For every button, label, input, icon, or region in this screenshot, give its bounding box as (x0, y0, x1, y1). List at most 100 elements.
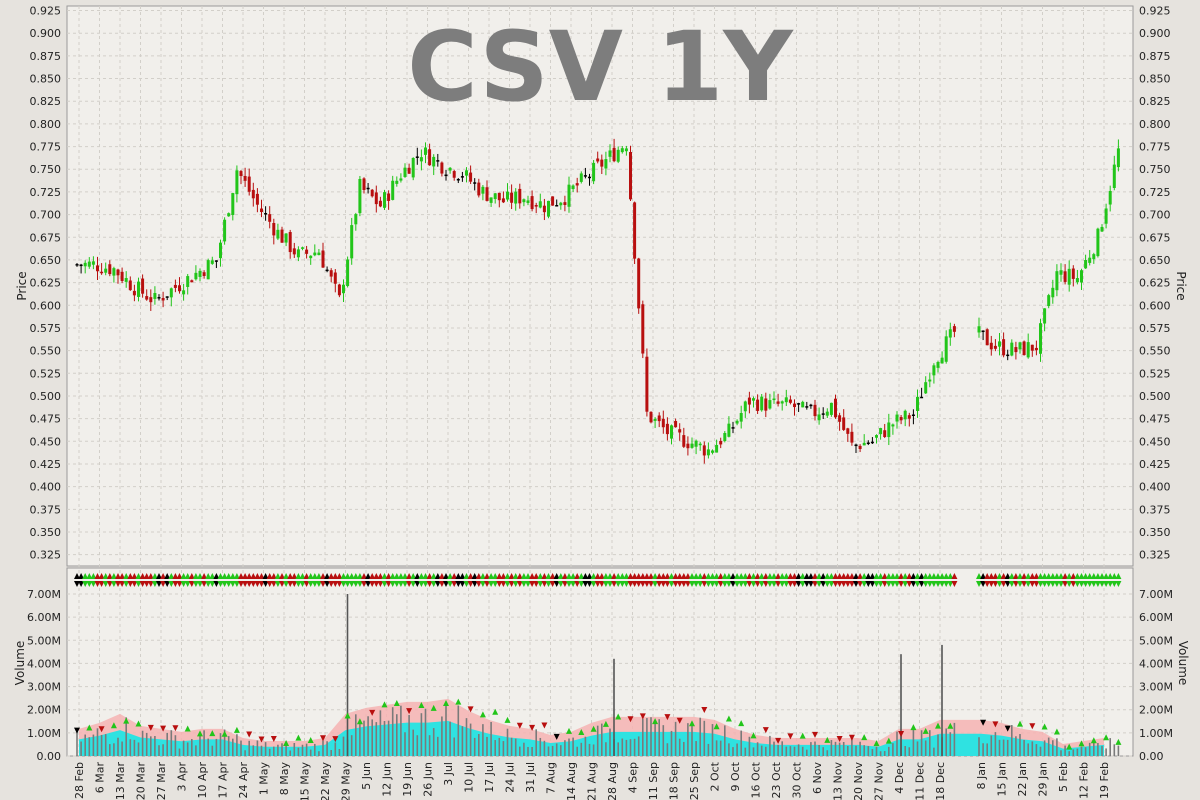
date-tick-label: 4 Sep (627, 762, 640, 793)
signal-up-marker (508, 573, 515, 579)
signal-down-marker (725, 581, 732, 587)
candle-body (629, 151, 632, 200)
volume-down-marker (627, 716, 634, 723)
candle-body (198, 270, 202, 277)
signal-down-marker (787, 581, 794, 587)
candle-body (440, 162, 444, 174)
candle-body (383, 192, 386, 208)
signal-down-marker (303, 581, 310, 587)
candle-body (1043, 308, 1047, 324)
signal-up-marker (1107, 573, 1114, 579)
candle-body (497, 192, 501, 201)
candle-body (403, 167, 407, 177)
signal-down-marker (853, 581, 859, 587)
signal-down-marker (631, 581, 638, 587)
volume-down-marker (812, 731, 818, 738)
volume-up-marker (135, 720, 142, 727)
price-tick-label-left: 0.575 (30, 322, 62, 335)
signal-down-marker (402, 581, 408, 587)
candle-body (555, 205, 559, 207)
volume-down-marker (258, 736, 265, 743)
signal-down-marker (570, 581, 577, 587)
signal-up-marker (1000, 573, 1007, 579)
signal-up-marker (947, 573, 954, 579)
signal-down-marker (1086, 581, 1093, 587)
date-tick-label: 28 Aug (606, 762, 619, 800)
signal-up-marker (734, 573, 741, 579)
candle-body (932, 365, 936, 376)
signal-down-marker (730, 581, 736, 587)
signal-up-marker (976, 573, 982, 579)
candle-body (296, 249, 300, 258)
signal-up-marker (812, 573, 818, 579)
volume-up-marker (590, 725, 597, 732)
candle-body (538, 201, 542, 208)
volume-up-marker (110, 722, 117, 729)
candle-body (522, 199, 526, 203)
signal-up-marker (1070, 573, 1077, 579)
signal-down-marker (242, 581, 249, 587)
signal-down-marker (1103, 581, 1110, 587)
signal-up-marker (795, 573, 802, 579)
signal-down-marker (131, 581, 138, 587)
signal-down-marker (143, 581, 150, 587)
candle-body (321, 250, 325, 268)
signal-up-marker (217, 573, 224, 579)
candle-body (547, 200, 550, 217)
signal-up-marker (643, 573, 650, 579)
signal-down-marker (816, 581, 823, 587)
volume-down-marker (74, 727, 80, 734)
signal-down-marker (1033, 581, 1040, 587)
volume-up-marker (430, 704, 437, 711)
candle-body (149, 297, 153, 303)
price-tick-label-right: 0.800 (1139, 118, 1171, 131)
signal-down-marker (365, 581, 372, 587)
signal-up-marker (1074, 573, 1081, 579)
candle-body (333, 272, 337, 284)
volume-up-marker (1041, 723, 1048, 730)
volume-down-marker (406, 708, 413, 715)
candle-body (784, 397, 788, 403)
signal-up-marker (742, 573, 749, 579)
signal-marker-row (74, 573, 1122, 587)
candle-body (354, 214, 358, 225)
candle-body (948, 329, 952, 338)
signal-up-marker (832, 573, 839, 579)
signal-down-marker (684, 581, 691, 587)
signal-up-marker (529, 573, 536, 579)
signal-up-marker (254, 573, 261, 579)
signal-up-marker (102, 573, 109, 579)
signal-up-marker (90, 573, 97, 579)
signal-up-marker (590, 573, 597, 579)
signal-up-marker (652, 573, 659, 579)
signal-down-marker (619, 581, 626, 587)
candle-body (407, 167, 411, 174)
signal-down-marker (1094, 581, 1101, 587)
price-tick-label-left: 0.375 (30, 503, 62, 516)
candle-body (620, 148, 624, 153)
signal-down-marker (926, 581, 933, 587)
volume-down-marker (1029, 723, 1036, 730)
signal-down-marker (254, 581, 261, 587)
signal-up-marker (824, 573, 831, 579)
signal-down-marker (996, 581, 1003, 587)
signal-down-marker (123, 581, 130, 587)
volume-down-marker (898, 731, 905, 738)
candle-body (838, 415, 842, 422)
volume-axis-right: 7.00M 6.00M 5.00M 4.00M 3.00M 2.00M 1.00M 0.00 (1139, 588, 1173, 763)
signal-up-marker (262, 573, 269, 579)
signal-down-marker (438, 581, 445, 587)
candle-body (805, 406, 809, 408)
candle-body (842, 417, 846, 430)
date-tick-label: 9 Oct (729, 761, 742, 791)
signal-down-marker (689, 581, 695, 587)
candle-body (928, 379, 932, 382)
signal-up-marker (373, 573, 380, 579)
signal-down-marker (680, 581, 687, 587)
signal-down-marker (742, 581, 749, 587)
signal-down-marker (939, 581, 946, 587)
candle-body (329, 270, 333, 277)
signal-up-marker (434, 573, 441, 579)
candle-body (534, 205, 538, 207)
signal-down-marker (127, 581, 134, 587)
